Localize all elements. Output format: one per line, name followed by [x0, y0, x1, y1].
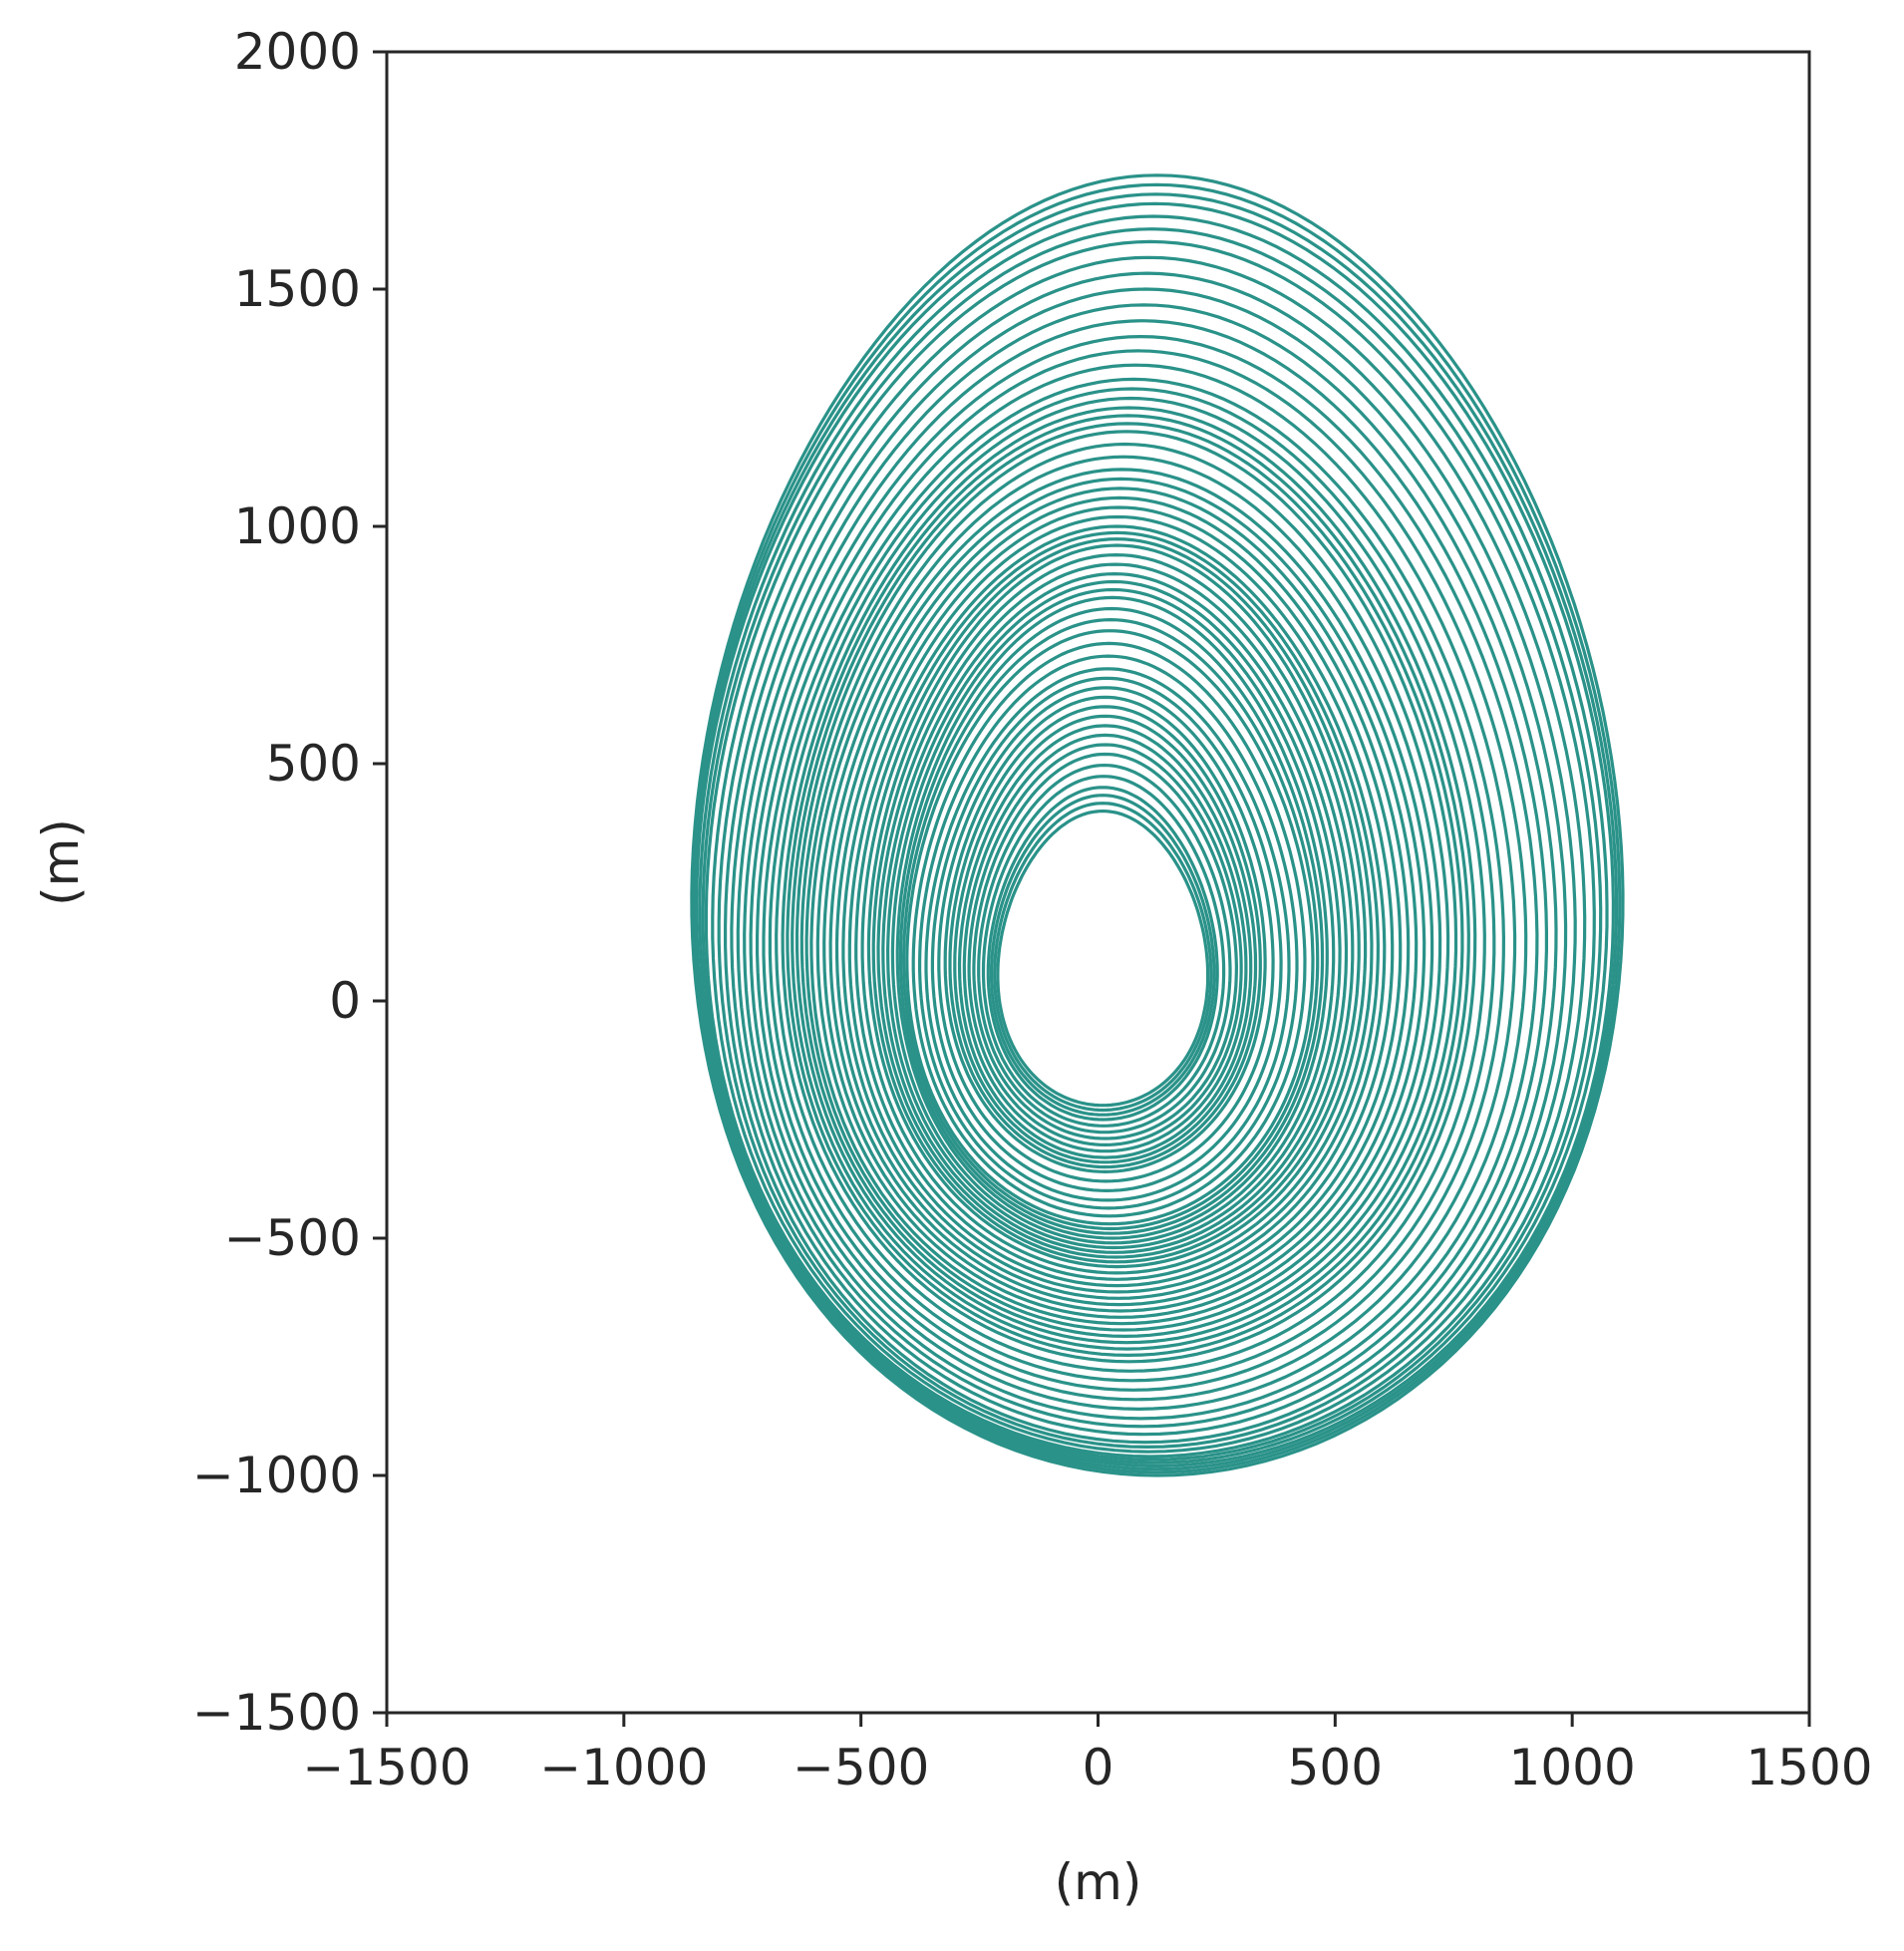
x-axis-label: (m) — [1055, 1853, 1142, 1911]
trajectory-loop — [768, 387, 1496, 1383]
y-axis-ticks: −1500 −1000 −500 0 500 1000 1500 2000 — [192, 23, 387, 1742]
trajectory-loop — [756, 363, 1517, 1402]
trajectory-loop — [794, 430, 1458, 1345]
trajectory-loop — [967, 743, 1243, 1147]
trajectory-lines — [690, 173, 1625, 1477]
trajectory-loop — [901, 617, 1320, 1231]
trajectory-loop — [981, 775, 1226, 1128]
y-tick-label: 500 — [266, 735, 361, 793]
trajectory-loop — [881, 571, 1349, 1254]
y-axis-label: (m) — [32, 818, 90, 906]
x-tick-label: −1000 — [539, 1739, 708, 1796]
trajectory-loop — [989, 794, 1216, 1117]
x-tick-label: −1500 — [302, 1739, 471, 1796]
trajectory-loop — [885, 579, 1342, 1250]
trajectory-loop — [717, 271, 1577, 1450]
trajectory-loop — [977, 763, 1232, 1135]
trajectory-loop — [786, 414, 1470, 1358]
trajectory-loop — [866, 543, 1368, 1269]
trajectory-loop — [876, 562, 1355, 1259]
trajectory-loop — [781, 406, 1477, 1364]
trajectory-loop — [993, 802, 1213, 1113]
trajectory-loop — [943, 695, 1267, 1174]
trajectory-loop — [957, 724, 1253, 1159]
trajectory-loop — [730, 303, 1558, 1437]
trajectory-loop — [691, 182, 1622, 1474]
trajectory-loop — [962, 733, 1248, 1153]
trajectory-loop — [847, 524, 1387, 1288]
trajectory-loop — [937, 686, 1275, 1183]
trajectory-loop — [693, 192, 1619, 1471]
trajectory-loop — [953, 714, 1258, 1164]
trajectory-loop — [822, 487, 1419, 1313]
trajectory-loop — [775, 396, 1486, 1373]
trajectory-loop — [749, 349, 1528, 1412]
trajectory-loop — [924, 667, 1291, 1202]
trajectory-loop — [828, 495, 1411, 1307]
trajectory-loop — [905, 629, 1315, 1226]
trajectory-loop — [711, 255, 1587, 1454]
x-tick-label: 500 — [1288, 1739, 1383, 1796]
trajectory-loop — [791, 422, 1464, 1351]
trajectory-loop — [799, 442, 1450, 1339]
trajectory-loop — [898, 606, 1325, 1235]
y-tick-label: 1000 — [234, 497, 361, 555]
trajectory-loop — [762, 377, 1506, 1392]
y-tick-label: 0 — [329, 972, 361, 1030]
trajectory-loop — [698, 214, 1609, 1464]
trajectory-loop — [809, 468, 1434, 1326]
trajectory-loop — [890, 587, 1336, 1245]
trajectory-loop — [736, 319, 1548, 1429]
trajectory-loop — [918, 654, 1299, 1210]
y-tick-label: 1500 — [234, 260, 361, 318]
x-tick-label: 1500 — [1745, 1739, 1872, 1796]
trajectory-loop — [871, 552, 1361, 1264]
x-tick-label: −500 — [793, 1739, 929, 1796]
trajectory-loop — [854, 530, 1381, 1281]
trajectory-loop — [834, 505, 1403, 1300]
trajectory-loop — [815, 477, 1427, 1319]
trajectory-loop — [930, 676, 1283, 1193]
trajectory-loop — [986, 786, 1219, 1122]
y-tick-label: −500 — [224, 1209, 361, 1267]
trajectory-loop — [911, 641, 1307, 1218]
trajectory-loop — [996, 809, 1210, 1108]
trajectory-loop — [860, 537, 1374, 1275]
x-tick-label: 0 — [1083, 1739, 1114, 1796]
y-tick-label: −1500 — [192, 1684, 361, 1742]
trajectory-loop — [695, 201, 1616, 1468]
trajectory-loop — [972, 752, 1239, 1140]
y-tick-label: −1000 — [192, 1447, 361, 1504]
trajectory-loop — [804, 455, 1442, 1332]
y-tick-label: 2000 — [234, 23, 361, 81]
trajectory-loop — [701, 227, 1603, 1462]
x-tick-label: 1000 — [1509, 1739, 1636, 1796]
trajectory-loop — [743, 334, 1539, 1421]
trajectory-loop — [704, 239, 1596, 1459]
trajectory-loop — [841, 514, 1395, 1294]
trajectory-loop — [895, 595, 1329, 1240]
x-axis-ticks: −1500 −1000 −500 0 500 1000 1500 — [302, 1713, 1873, 1796]
trajectory-loop — [690, 173, 1625, 1477]
trajectory-loop — [724, 287, 1568, 1445]
trajectory-loop — [948, 705, 1262, 1169]
